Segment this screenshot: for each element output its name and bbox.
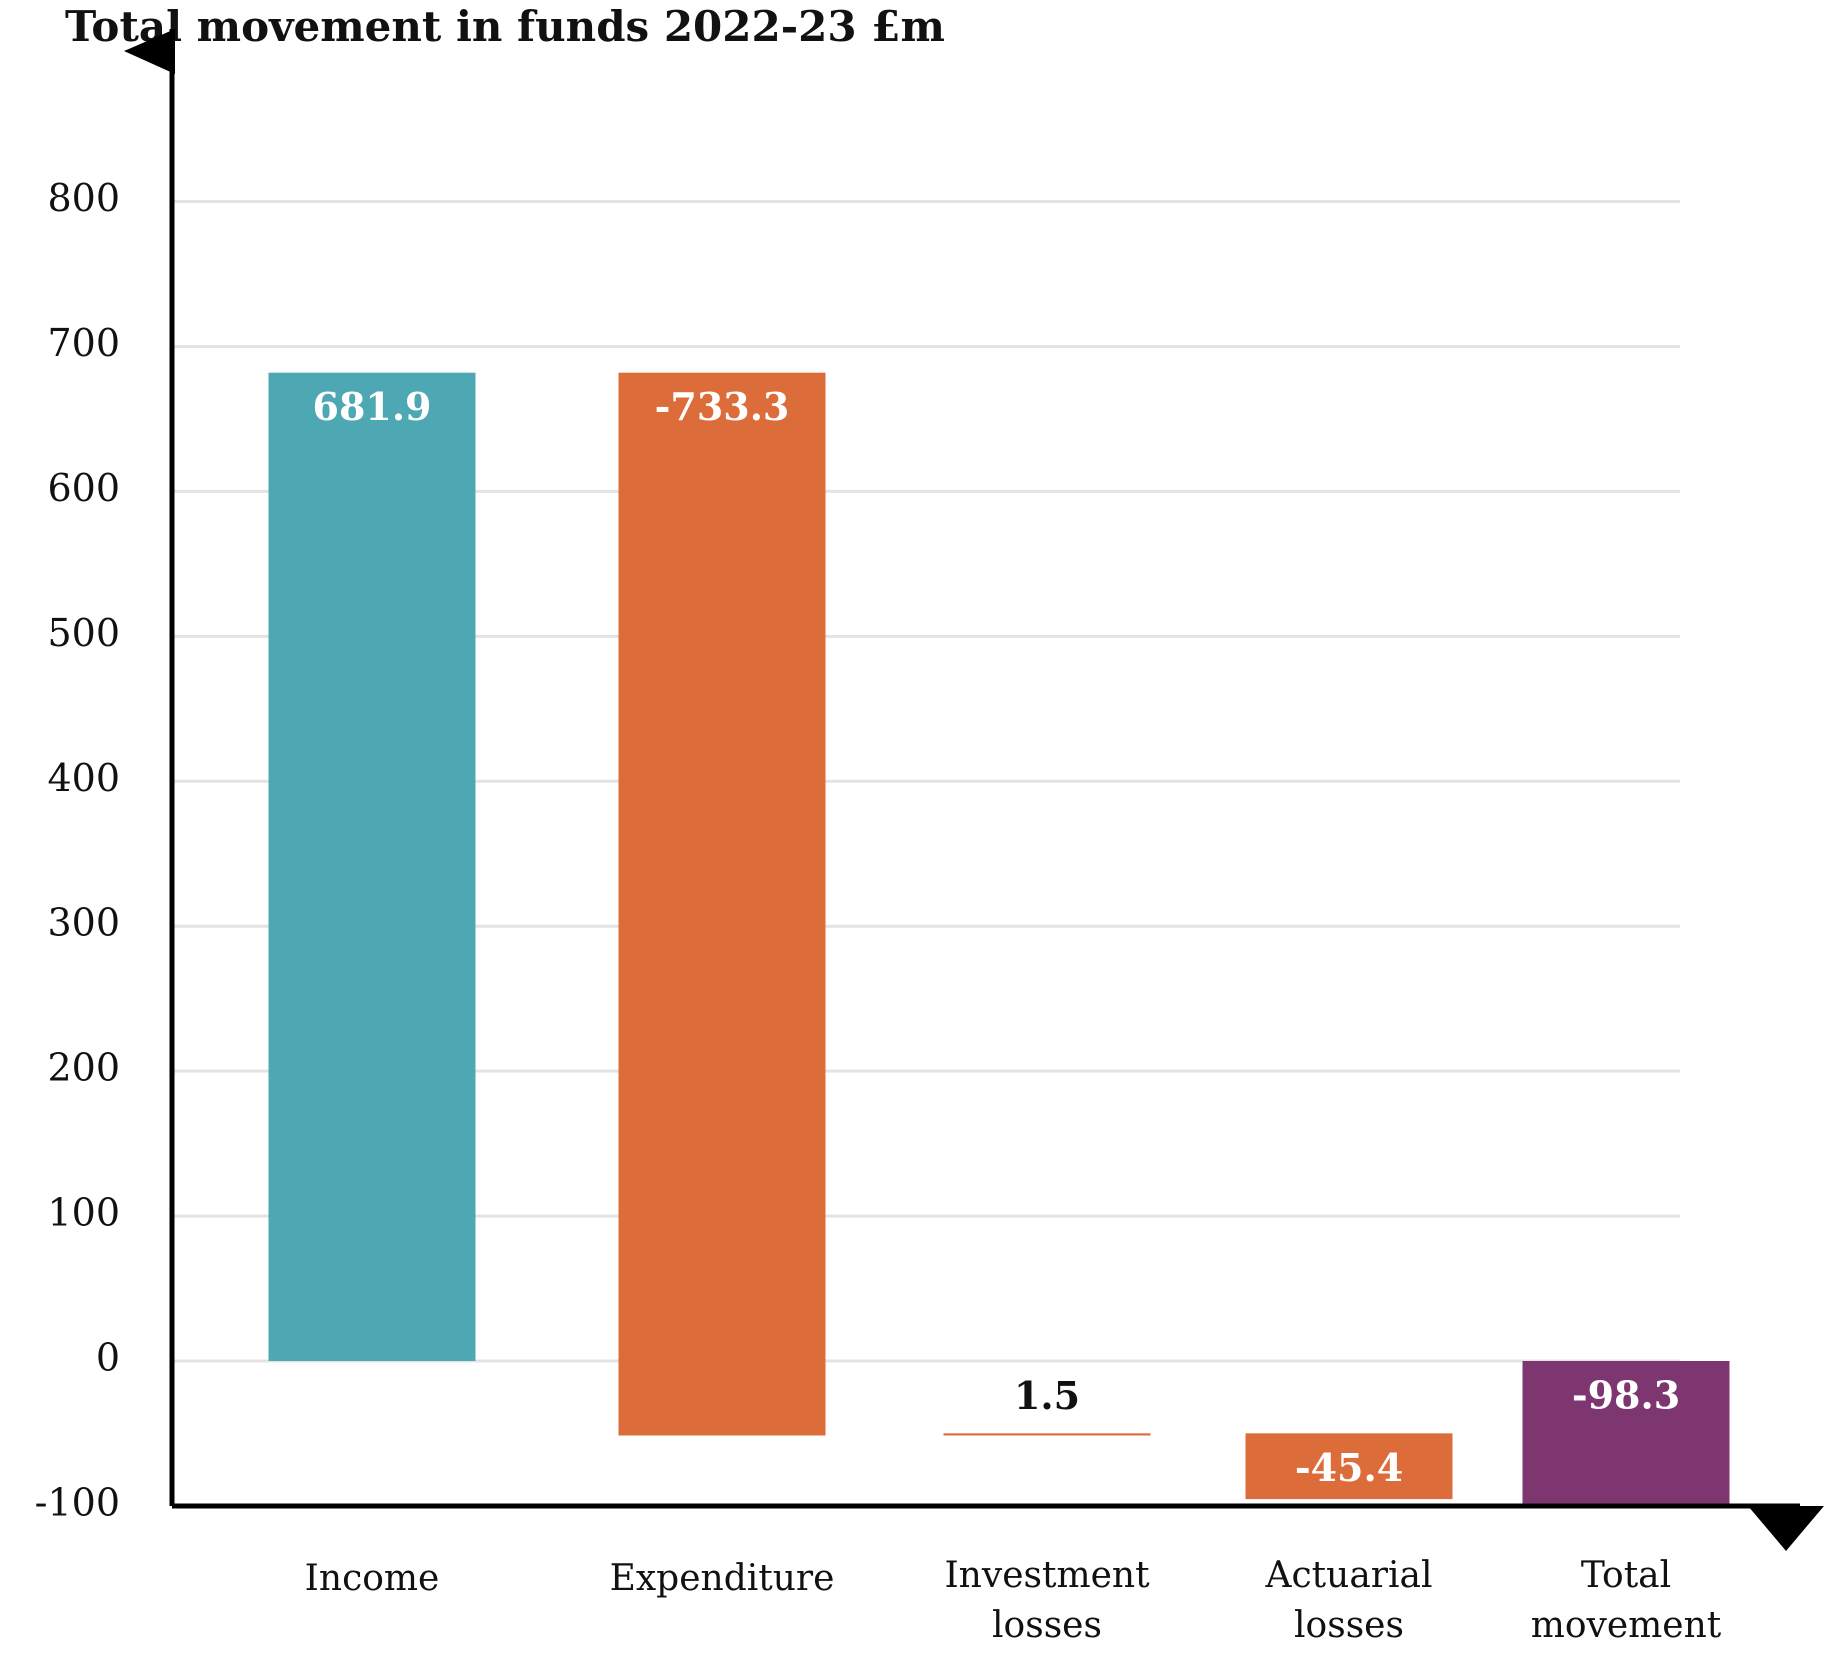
x-tick-label: Expenditure xyxy=(610,1558,835,1599)
bar xyxy=(943,1433,1151,1436)
value-label: -98.3 xyxy=(1572,1373,1680,1418)
x-tick-label: Actuarial losses xyxy=(1265,1555,1433,1646)
y-tick-label: -100 xyxy=(35,1480,120,1524)
bar xyxy=(1245,1433,1453,1500)
x-axis-arrow xyxy=(1748,1505,1824,1551)
y-tick-label: 200 xyxy=(47,1046,120,1090)
y-axis-arrow xyxy=(124,29,175,75)
y-tick-label: 100 xyxy=(47,1191,120,1235)
value-label: -733.3 xyxy=(655,384,790,429)
y-tick-label: 500 xyxy=(47,611,120,655)
x-tick-label: Total movement xyxy=(1531,1555,1722,1646)
bar xyxy=(618,372,826,1436)
x-tick-label: Income xyxy=(305,1558,440,1599)
y-tick-label: 400 xyxy=(47,756,120,800)
value-label: -45.4 xyxy=(1295,1445,1403,1490)
value-label: 681.9 xyxy=(313,384,432,429)
y-tick-label: 700 xyxy=(47,321,120,365)
y-tick-label: 800 xyxy=(47,176,120,220)
value-label: 1.5 xyxy=(1014,1373,1080,1418)
y-tick-label: 0 xyxy=(96,1336,120,1380)
y-tick-label: 300 xyxy=(47,901,120,945)
bar xyxy=(1522,1361,1730,1504)
x-tick-label: Investment losses xyxy=(944,1555,1150,1646)
chart-title: Total movement in funds 2022-23 £m xyxy=(65,2,945,51)
y-tick-label: 600 xyxy=(47,466,120,510)
bar xyxy=(268,372,476,1362)
